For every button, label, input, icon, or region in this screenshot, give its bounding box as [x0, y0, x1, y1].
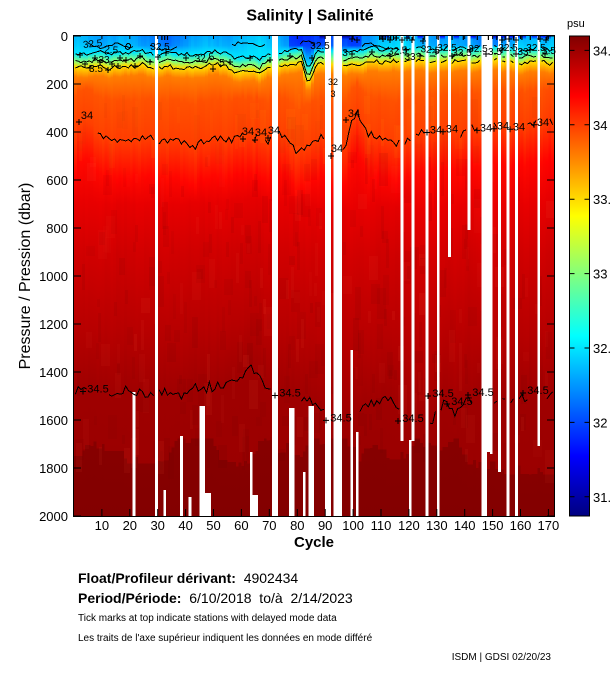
svg-text:31.5: 31.5 — [593, 490, 611, 505]
svg-text:34: 34 — [480, 122, 492, 134]
svg-text:34: 34 — [81, 110, 93, 122]
svg-text:3: 3 — [330, 89, 335, 99]
svg-text:32.5: 32.5 — [526, 43, 546, 54]
svg-text:32.5: 32.5 — [310, 41, 330, 52]
svg-text:Les traits de l'axe supérieur: Les traits de l'axe supérieur indiquent … — [78, 633, 373, 644]
svg-text:110: 110 — [371, 518, 392, 533]
svg-text:1400: 1400 — [39, 365, 68, 380]
svg-text:3.5: 3.5 — [542, 46, 556, 57]
svg-text:160: 160 — [510, 518, 532, 533]
svg-text:psu: psu — [567, 18, 585, 30]
svg-text:130: 130 — [426, 518, 448, 533]
svg-text:34: 34 — [331, 143, 343, 155]
svg-text:200: 200 — [46, 77, 68, 92]
svg-text:80: 80 — [290, 518, 304, 533]
svg-text:800: 800 — [46, 221, 68, 236]
svg-text:34.5: 34.5 — [451, 396, 472, 408]
svg-text:Cycle: Cycle — [294, 534, 334, 551]
svg-text:20: 20 — [123, 518, 137, 533]
svg-text:34.5: 34.5 — [593, 43, 611, 58]
svg-text:34.5: 34.5 — [279, 388, 300, 400]
svg-text:34.5: 34.5 — [472, 387, 493, 399]
svg-text:33: 33 — [404, 52, 416, 63]
svg-text:50: 50 — [206, 518, 220, 533]
svg-text:34: 34 — [255, 127, 267, 139]
svg-text:34.5: 34.5 — [330, 412, 351, 424]
svg-text:32: 32 — [593, 415, 607, 430]
svg-text:140: 140 — [454, 518, 476, 533]
svg-text:32.5: 32.5 — [498, 43, 518, 54]
svg-text:33: 33 — [593, 267, 607, 282]
svg-text:34: 34 — [242, 126, 254, 138]
svg-text:33: 33 — [98, 55, 110, 66]
svg-text:34: 34 — [537, 117, 549, 129]
svg-text:5: 5 — [219, 58, 225, 69]
svg-text:34.5: 34.5 — [432, 388, 453, 400]
svg-text:150: 150 — [482, 518, 504, 533]
svg-text:32.5: 32.5 — [468, 44, 488, 55]
svg-text:32.5: 32.5 — [82, 38, 103, 51]
svg-text:33.5: 33.5 — [593, 192, 611, 207]
svg-text:Pressure / Pression (dbar): Pressure / Pression (dbar) — [17, 183, 34, 370]
svg-text:2.5: 2.5 — [104, 45, 119, 57]
svg-text:3: 3 — [342, 48, 348, 59]
svg-text:3.5: 3.5 — [89, 64, 103, 75]
svg-text:10: 10 — [95, 518, 109, 533]
svg-text:1800: 1800 — [39, 461, 68, 476]
svg-text:1000: 1000 — [39, 269, 68, 284]
svg-text:32.5: 32.5 — [194, 52, 215, 66]
svg-text:34.5: 34.5 — [527, 385, 548, 397]
svg-text:34: 34 — [268, 125, 280, 137]
svg-text:32: 32 — [328, 77, 338, 87]
svg-text:400: 400 — [46, 125, 68, 140]
svg-text:170: 170 — [538, 518, 560, 533]
svg-text:32.5: 32.5 — [388, 45, 409, 58]
svg-text:2000: 2000 — [39, 509, 68, 524]
svg-text:0: 0 — [61, 29, 68, 44]
svg-text:34: 34 — [430, 125, 442, 137]
svg-text:32.5: 32.5 — [150, 42, 170, 53]
svg-text:34: 34 — [593, 118, 607, 133]
svg-text:600: 600 — [46, 173, 68, 188]
svg-text:Tick marks at top indicate sta: Tick marks at top indicate stations with… — [78, 613, 337, 624]
svg-text:1600: 1600 — [39, 413, 68, 428]
svg-text:33.5: 33.5 — [452, 48, 472, 59]
svg-text:32.5: 32.5 — [437, 43, 457, 54]
svg-text:34: 34 — [348, 108, 360, 120]
svg-text:120: 120 — [398, 518, 420, 533]
svg-text:Salinity | Salinité: Salinity | Salinité — [246, 8, 373, 25]
svg-text:1200: 1200 — [39, 317, 68, 332]
svg-text:32.5: 32.5 — [593, 341, 611, 356]
svg-text:70: 70 — [262, 518, 276, 533]
svg-text:3.5: 3.5 — [488, 47, 502, 58]
svg-text:Period/Période: 6/10/2018 to: Period/Période: 6/10/2018 to/à 2/14/2023 — [78, 590, 353, 606]
svg-text:30: 30 — [150, 518, 164, 533]
svg-text:60: 60 — [234, 518, 248, 533]
svg-text:33: 33 — [517, 47, 529, 58]
svg-text:34.5: 34.5 — [402, 413, 423, 425]
svg-text:34: 34 — [446, 124, 458, 136]
svg-text:34.5: 34.5 — [87, 384, 108, 396]
svg-text:40: 40 — [178, 518, 192, 533]
svg-text:34: 34 — [513, 121, 525, 133]
svg-text:100: 100 — [342, 518, 364, 533]
svg-text:34: 34 — [497, 121, 509, 133]
svg-text:ISDM | GDSI 02/20/23: ISDM | GDSI 02/20/23 — [452, 652, 552, 663]
svg-text:Float/Profileur dérivant: 490: Float/Profileur dérivant: 4902434 — [78, 570, 298, 586]
svg-text:90: 90 — [318, 518, 332, 533]
